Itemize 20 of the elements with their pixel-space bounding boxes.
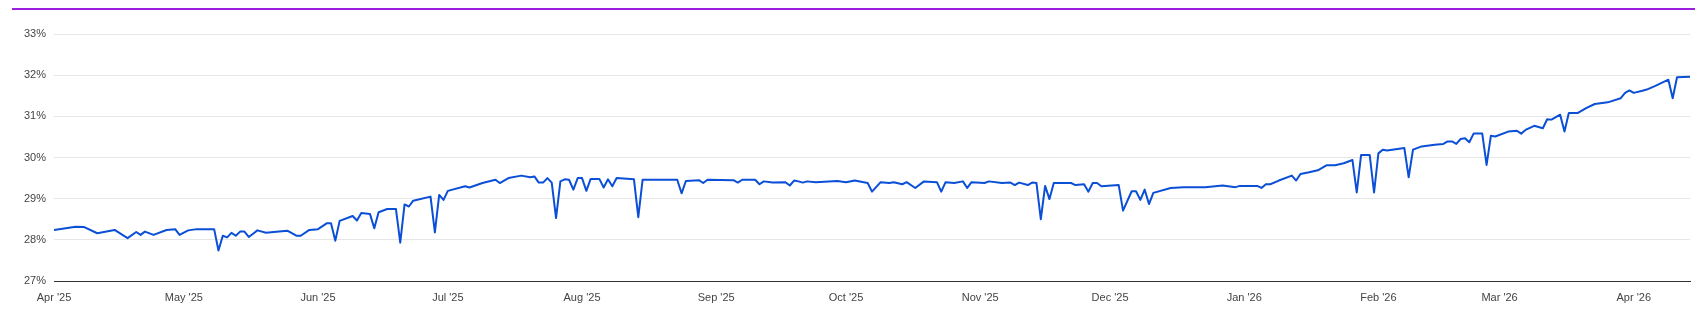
x-tick-label: Jun '25 [300,290,336,303]
y-tick-label: 30% [23,150,47,163]
x-tick-label: Jan '26 [1226,290,1262,303]
x-tick-label: Aug '25 [563,290,601,303]
x-tick-label: Dec '25 [1091,290,1129,303]
x-tick-label: Feb '26 [1360,290,1397,303]
x-tick-label: Sep '25 [697,290,735,303]
y-tick-label: 32% [23,68,47,81]
x-tick-label: Apr '25 [36,290,72,303]
x-tick-label: Jul '25 [432,290,464,303]
y-tick-label: 31% [23,109,47,122]
x-tick-label: Oct '25 [828,290,864,303]
y-tick-label: 27% [23,274,47,287]
x-tick-label: Nov '25 [961,290,999,303]
y-tick-label: 33% [23,27,47,40]
x-tick-label: Apr '26 [1616,290,1651,303]
x-tick-label: May '25 [164,290,203,303]
y-tick-label: 28% [23,232,47,245]
y-tick-label: 29% [23,191,47,204]
x-tick-label: Mar '26 [1481,290,1518,303]
